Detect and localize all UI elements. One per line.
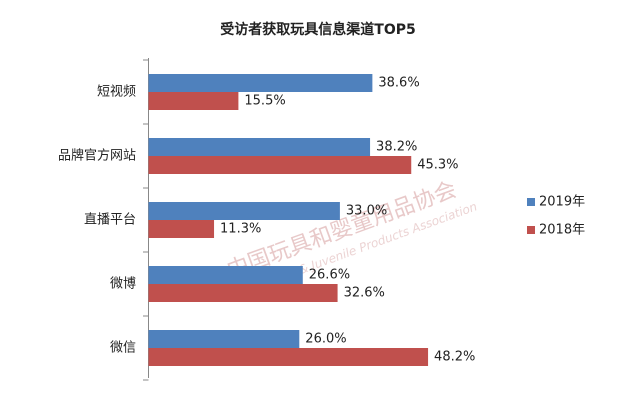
bar	[148, 202, 340, 220]
legend-swatch	[527, 198, 535, 206]
legend-label: 2019年	[539, 195, 585, 210]
bar	[148, 138, 371, 156]
y-tick-label: 微博	[110, 277, 136, 292]
chart-title: 受访者获取玩具信息渠道TOP5	[220, 21, 415, 38]
data-label: 32.6%	[344, 286, 385, 301]
data-label: 33.0%	[346, 204, 387, 219]
bar	[148, 74, 373, 92]
bar	[148, 266, 303, 284]
y-tick-label: 直播平台	[84, 213, 136, 228]
y-tick-label: 微信	[110, 341, 136, 356]
data-label: 26.0%	[305, 332, 346, 347]
data-label: 38.6%	[378, 76, 419, 91]
data-label: 48.2%	[434, 350, 475, 365]
y-tick-label: 品牌官方网站	[58, 148, 136, 164]
data-label: 15.5%	[244, 94, 285, 109]
bar	[148, 284, 338, 302]
data-label: 38.2%	[376, 140, 417, 155]
data-label: 45.3%	[417, 158, 458, 173]
legend-swatch	[527, 226, 535, 234]
bar	[148, 156, 412, 174]
bar	[148, 330, 300, 348]
bar	[148, 92, 239, 110]
y-tick-label: 短视频	[97, 85, 136, 100]
legend-label: 2018年	[539, 223, 585, 238]
bar	[148, 348, 429, 366]
data-label: 26.6%	[309, 268, 350, 283]
data-label: 11.3%	[220, 222, 261, 237]
bar	[148, 220, 215, 238]
